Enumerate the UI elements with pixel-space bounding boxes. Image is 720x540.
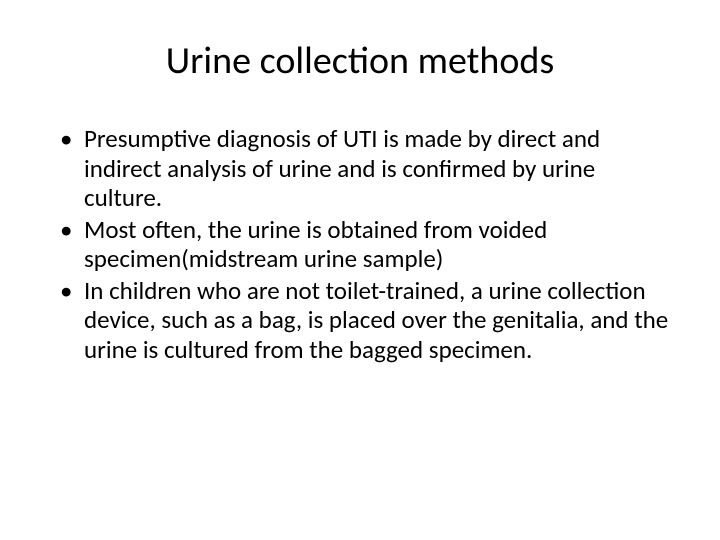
bullet-item: Presumptive diagnosis of UTI is made by … (56, 124, 670, 213)
bullet-item: In children who are not toilet-trained, … (56, 276, 670, 365)
bullet-list: Presumptive diagnosis of UTI is made by … (50, 124, 670, 364)
bullet-item: Most often, the urine is obtained from v… (56, 215, 670, 274)
slide-container: Urine collection methods Presumptive dia… (0, 0, 720, 540)
slide-title: Urine collection methods (50, 38, 670, 84)
